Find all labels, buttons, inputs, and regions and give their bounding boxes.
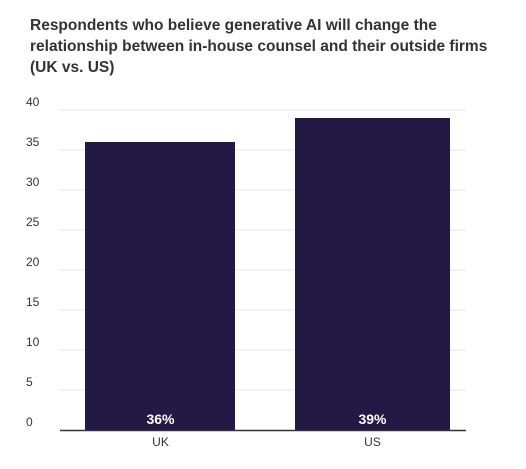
y-tick-label: 30 [26,175,40,189]
y-tick-label: 35 [26,135,40,149]
y-axis-ticks: 0 5 10 15 20 25 30 35 40 [26,95,40,429]
y-tick-label: 0 [26,415,33,429]
data-label-uk: 36% [146,411,175,427]
y-tick-label: 40 [26,95,40,109]
data-label-us: 39% [358,411,387,427]
bar-us [295,118,450,430]
x-tick-label-uk: UK [152,435,169,449]
y-tick-label: 15 [26,295,40,309]
y-tick-label: 10 [26,335,40,349]
x-axis-ticks: UK US [152,435,381,449]
bars [85,118,450,430]
bar-uk [85,142,235,430]
x-tick-label-us: US [364,435,381,449]
y-tick-label: 5 [26,375,33,389]
y-tick-label: 20 [26,255,40,269]
data-labels: 36% 39% [146,411,387,427]
y-tick-label: 25 [26,215,40,229]
chart-title: Respondents who believe generative AI wi… [30,17,488,76]
